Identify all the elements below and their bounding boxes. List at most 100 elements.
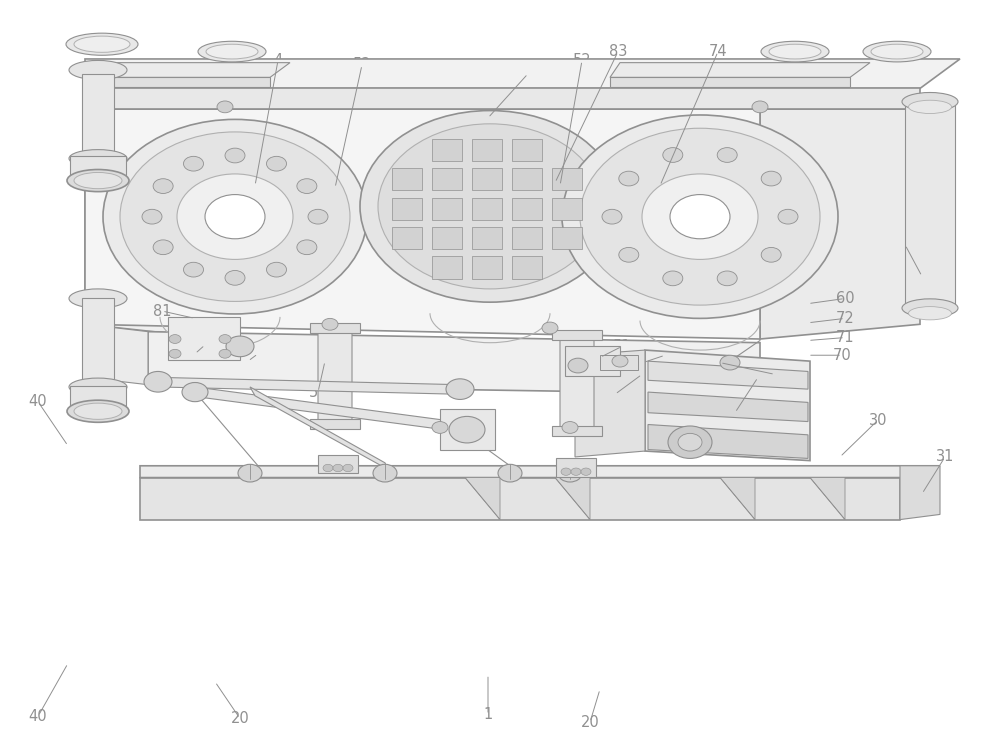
Polygon shape (810, 478, 845, 520)
Text: 52: 52 (573, 53, 591, 68)
Circle shape (177, 174, 293, 259)
Polygon shape (465, 478, 500, 520)
Bar (432, 198, 462, 220)
Polygon shape (555, 478, 590, 520)
Polygon shape (900, 466, 940, 520)
Circle shape (219, 349, 231, 358)
Bar (432, 168, 462, 190)
Circle shape (205, 195, 265, 239)
Circle shape (670, 195, 730, 239)
Text: 30: 30 (869, 413, 887, 427)
Bar (552, 168, 582, 190)
Polygon shape (140, 478, 900, 520)
Circle shape (678, 433, 702, 451)
Ellipse shape (74, 403, 122, 419)
Bar (472, 227, 502, 249)
Bar (310, 323, 360, 333)
Circle shape (663, 271, 683, 286)
Polygon shape (560, 335, 594, 435)
Text: 52: 52 (309, 385, 327, 399)
Bar (512, 256, 542, 279)
Circle shape (561, 468, 571, 475)
Ellipse shape (69, 378, 127, 396)
Text: 81: 81 (153, 304, 171, 318)
Circle shape (225, 148, 245, 163)
Text: 60: 60 (836, 291, 854, 306)
Circle shape (498, 464, 522, 482)
Polygon shape (85, 324, 148, 385)
Ellipse shape (902, 299, 958, 318)
Polygon shape (610, 63, 870, 77)
Text: 80: 80 (186, 346, 204, 361)
Bar (440, 409, 495, 450)
Polygon shape (760, 109, 920, 339)
Circle shape (720, 355, 740, 370)
Bar (432, 256, 462, 279)
Bar (82, 298, 114, 383)
Circle shape (568, 358, 588, 373)
Circle shape (619, 171, 639, 186)
Text: 73: 73 (656, 348, 674, 363)
Circle shape (120, 132, 350, 301)
Polygon shape (195, 387, 455, 431)
Bar (70, 386, 126, 407)
Bar (392, 227, 422, 249)
Polygon shape (648, 392, 808, 422)
Circle shape (184, 156, 204, 171)
Circle shape (668, 426, 712, 458)
Bar (82, 74, 114, 155)
Text: 74: 74 (709, 44, 727, 59)
Bar (392, 198, 422, 220)
Text: 20: 20 (581, 715, 599, 730)
Polygon shape (140, 466, 940, 478)
Bar (512, 227, 542, 249)
Polygon shape (318, 328, 352, 427)
Bar (556, 458, 596, 477)
Text: 20: 20 (231, 711, 249, 726)
Bar (565, 346, 620, 376)
Bar (168, 317, 240, 360)
Circle shape (183, 262, 203, 277)
Bar (600, 355, 638, 370)
Ellipse shape (67, 400, 129, 422)
Circle shape (378, 124, 602, 289)
Polygon shape (105, 63, 290, 77)
Circle shape (373, 464, 397, 482)
Polygon shape (645, 350, 810, 461)
Text: 40: 40 (29, 709, 47, 724)
Ellipse shape (908, 307, 952, 320)
Ellipse shape (74, 36, 130, 52)
Ellipse shape (871, 44, 923, 59)
Circle shape (571, 468, 581, 475)
Polygon shape (85, 88, 920, 109)
Circle shape (266, 262, 286, 277)
Polygon shape (648, 425, 808, 458)
Text: 31: 31 (936, 450, 954, 464)
Polygon shape (720, 478, 755, 520)
Bar (905, 103, 955, 310)
Ellipse shape (69, 289, 127, 308)
Circle shape (142, 209, 162, 224)
Text: 72: 72 (836, 311, 854, 326)
Text: 82: 82 (239, 354, 257, 368)
Circle shape (217, 101, 233, 113)
Circle shape (619, 248, 639, 262)
Bar (432, 227, 462, 249)
Ellipse shape (69, 150, 127, 167)
Circle shape (562, 422, 578, 433)
Circle shape (169, 349, 181, 358)
Circle shape (432, 422, 448, 433)
Circle shape (144, 371, 172, 392)
Bar (512, 139, 542, 161)
Circle shape (333, 464, 343, 472)
Text: 22: 22 (749, 370, 767, 385)
Circle shape (761, 248, 781, 262)
Bar (310, 419, 360, 429)
Polygon shape (148, 332, 760, 394)
Ellipse shape (902, 93, 958, 111)
Ellipse shape (769, 44, 821, 59)
Circle shape (297, 179, 317, 194)
Circle shape (663, 147, 683, 162)
Bar (472, 256, 502, 279)
Polygon shape (85, 109, 235, 340)
